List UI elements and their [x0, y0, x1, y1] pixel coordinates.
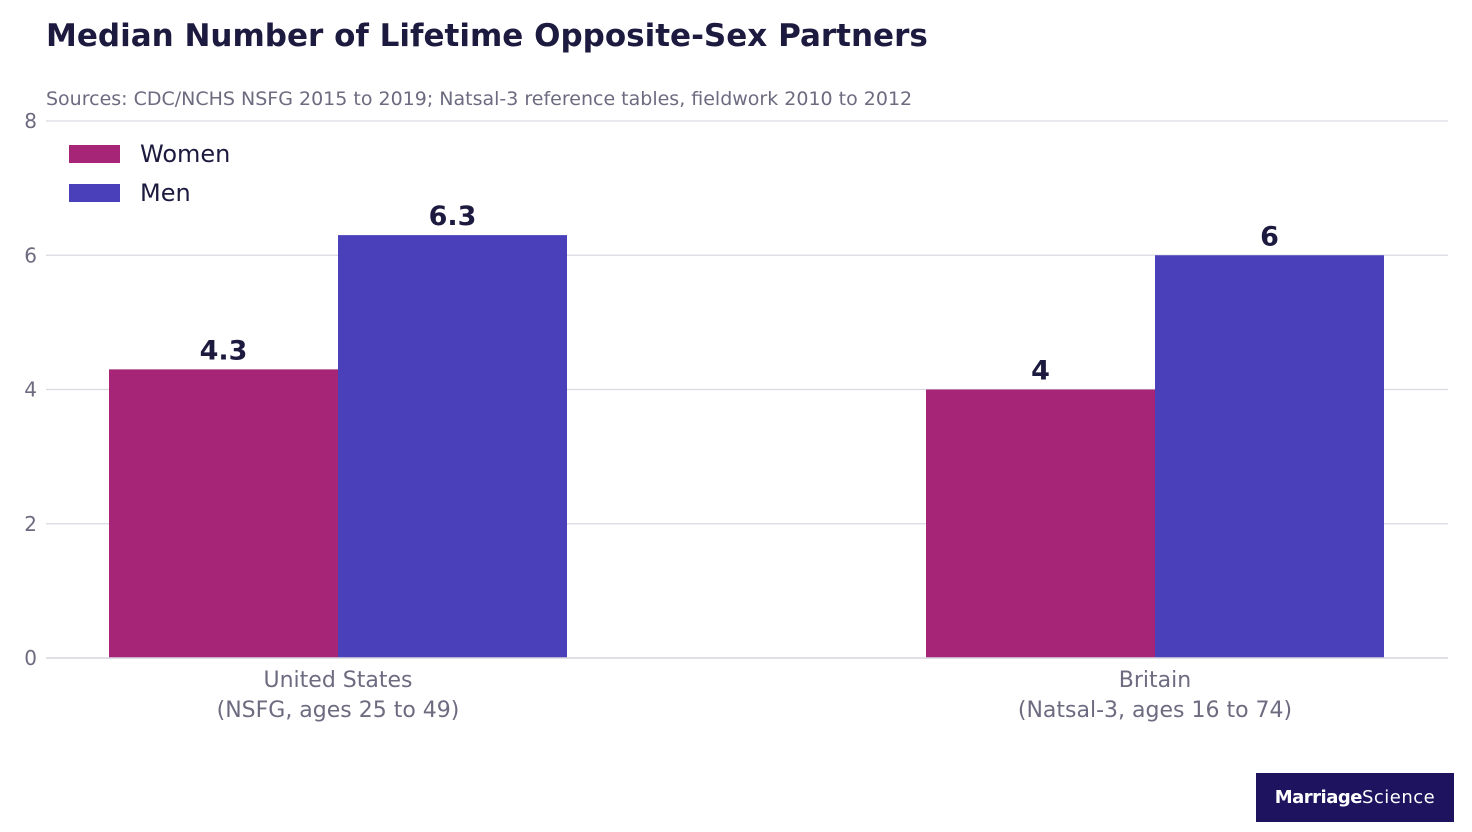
chart-title: Median Number of Lifetime Opposite-Sex P…	[46, 18, 928, 54]
y-tick-label: 8	[24, 109, 37, 133]
y-tick-label: 0	[24, 646, 37, 670]
bar	[109, 369, 338, 658]
legend-label: Men	[140, 179, 191, 207]
x-tick-sublabel: (NSFG, ages 25 to 49)	[217, 698, 460, 723]
legend-swatch	[69, 184, 120, 202]
brand-logo-part-1: Marriage	[1274, 787, 1363, 808]
x-tick-sublabel: (Natsal-3, ages 16 to 74)	[1018, 698, 1292, 723]
chart-subtitle: Sources: CDC/NCHS NSFG 2015 to 2019; Nat…	[46, 88, 913, 110]
bar	[338, 235, 567, 659]
data-label: 6	[1260, 221, 1279, 252]
y-tick-label: 2	[24, 512, 37, 536]
bar	[926, 389, 1155, 658]
brand-logo: Marriage Science	[1256, 773, 1454, 822]
legend-label: Women	[140, 140, 230, 168]
brand-logo-part-2: Science	[1361, 787, 1436, 808]
bar	[1155, 255, 1384, 658]
data-label: 6.3	[429, 201, 477, 232]
y-tick-label: 6	[24, 243, 37, 267]
x-tick-label: United States	[264, 668, 413, 693]
y-tick-label: 4	[24, 378, 37, 402]
data-label: 4	[1031, 356, 1050, 387]
x-tick-label: Britain	[1119, 668, 1191, 693]
data-label: 4.3	[200, 335, 248, 366]
legend-swatch	[69, 145, 120, 163]
